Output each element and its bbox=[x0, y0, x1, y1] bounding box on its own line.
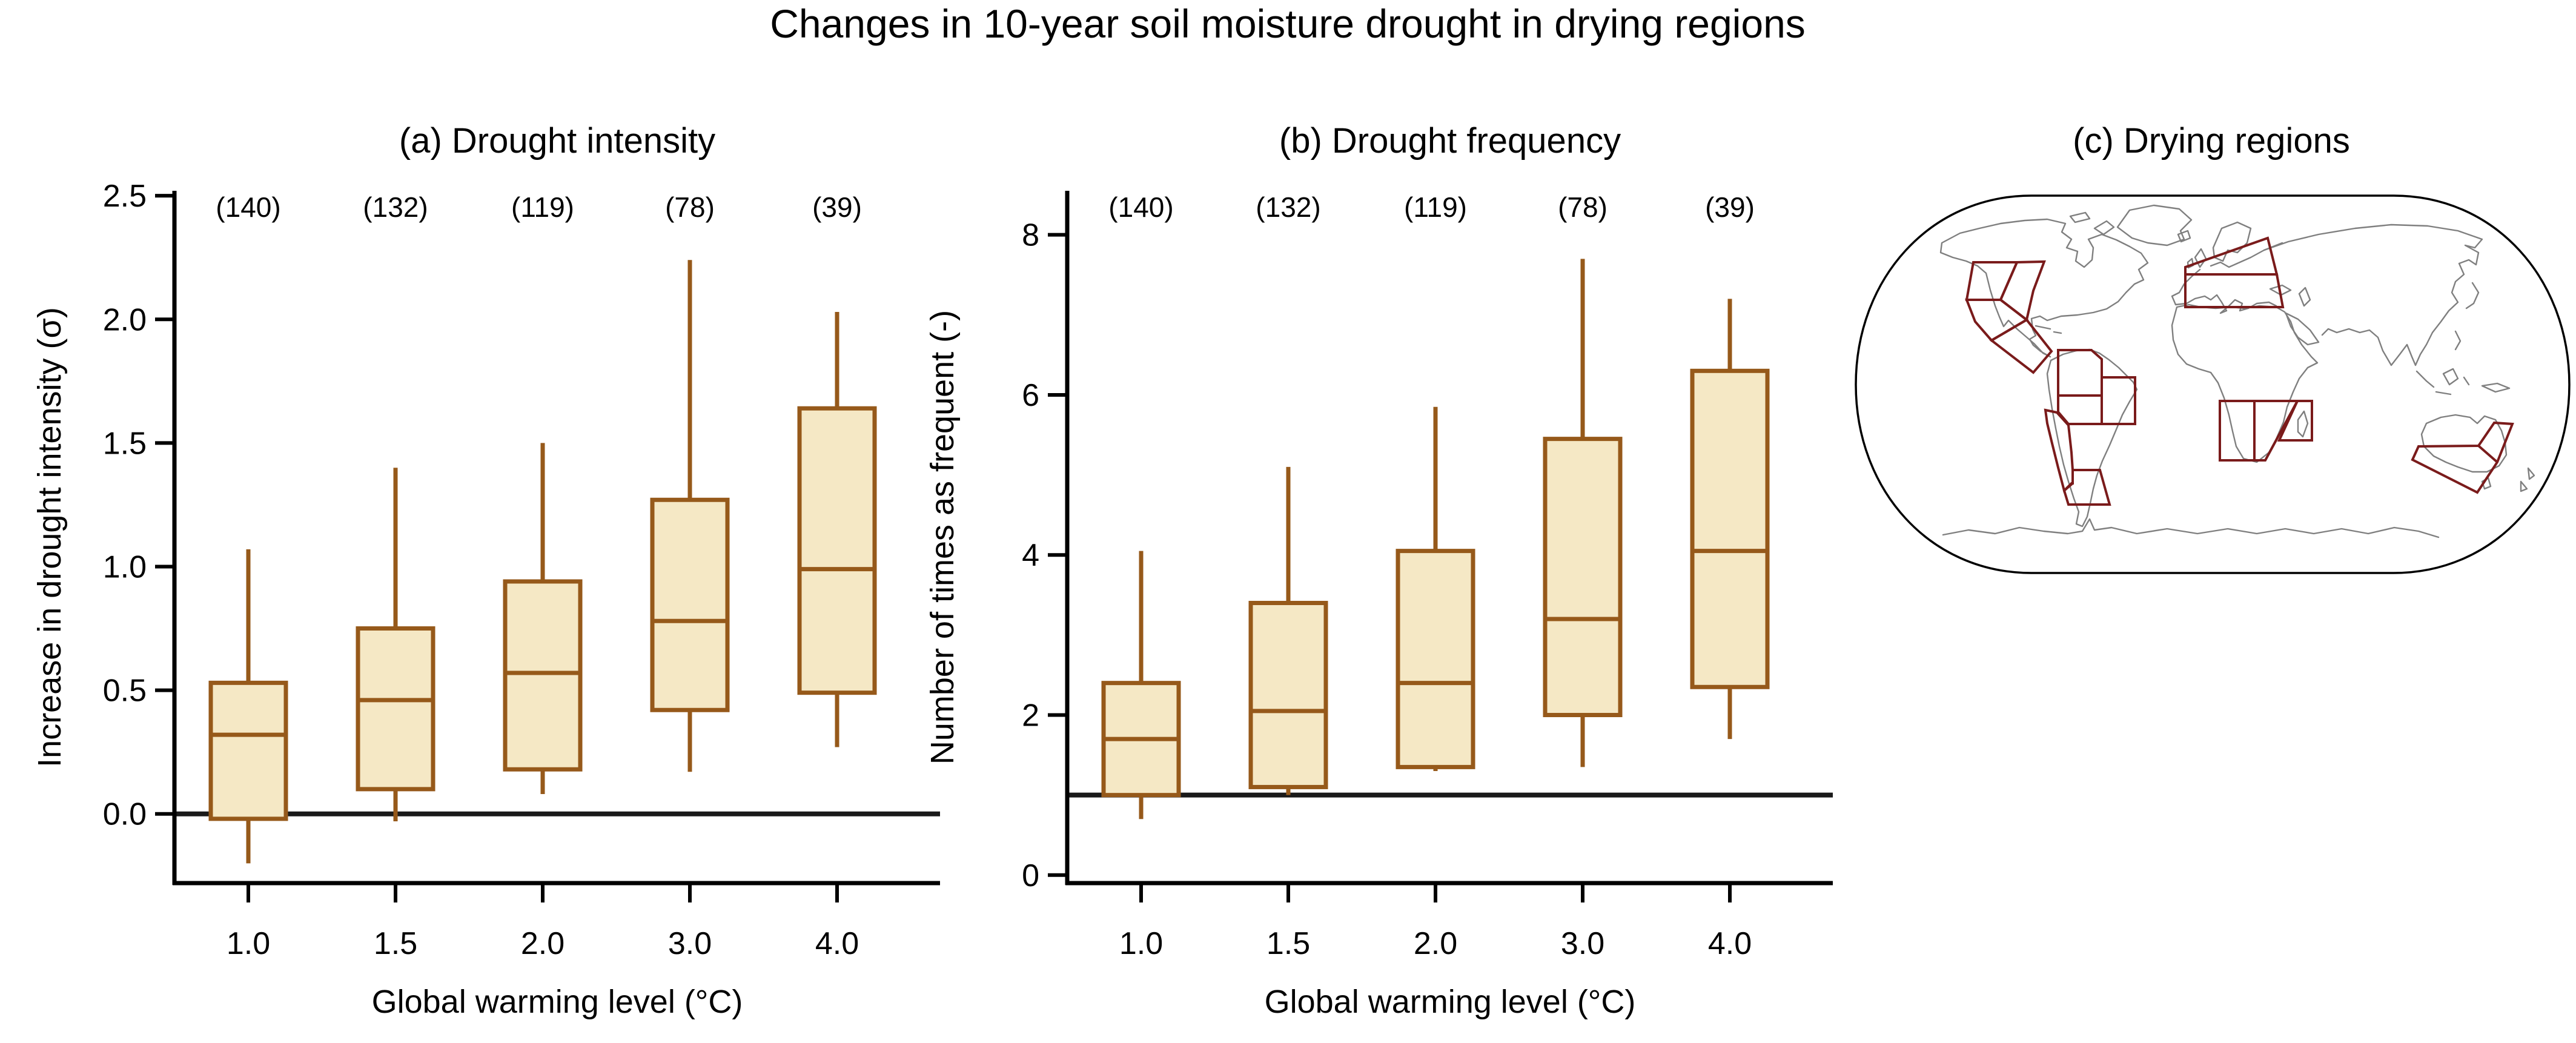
y-tick-label: 1.5 bbox=[103, 426, 147, 461]
coastline-antarctica bbox=[1942, 518, 2440, 538]
coastline-arctic-islands bbox=[2069, 211, 2115, 236]
y-tick-label: 4 bbox=[1022, 538, 1039, 573]
panel-a-y-axis-label: Increase in drought intensity (σ) bbox=[31, 307, 68, 767]
coastline-asia bbox=[2263, 224, 2483, 366]
coastline-black-caspian-seas bbox=[2269, 284, 2311, 307]
coastline-arabia bbox=[2285, 312, 2320, 346]
coastline-indonesia bbox=[2415, 368, 2511, 396]
sample-count-label: (140) bbox=[1108, 191, 1173, 223]
region-southern-australia-divider bbox=[2477, 445, 2498, 463]
x-tick-label: 1.0 bbox=[227, 926, 270, 961]
box bbox=[1543, 437, 1623, 718]
box bbox=[1396, 549, 1475, 769]
coastline-australia bbox=[2420, 414, 2508, 490]
x-tick-label: 1.0 bbox=[1119, 926, 1163, 961]
region-southeastern-south-america bbox=[2062, 469, 2111, 506]
panel-b-y-axis-label: Number of times as frequent (-) bbox=[924, 310, 961, 764]
panel-b-title: (b) Drought frequency bbox=[1279, 121, 1621, 161]
x-tick-label: 4.0 bbox=[815, 926, 859, 961]
y-tick-label: 2.0 bbox=[103, 302, 147, 337]
x-tick-label: 3.0 bbox=[668, 926, 712, 961]
world-map bbox=[1855, 194, 2571, 574]
region-southwestern-south-america bbox=[2044, 408, 2074, 493]
coastline-north-america bbox=[1939, 218, 2149, 358]
x-tick-label: 1.5 bbox=[1266, 926, 1310, 961]
coastline-new-zealand bbox=[2520, 467, 2535, 492]
sample-count-label: (78) bbox=[1558, 191, 1608, 223]
y-tick-label: 2.5 bbox=[103, 179, 147, 214]
region-madagascar bbox=[2277, 400, 2313, 442]
y-tick-label: 0.0 bbox=[103, 797, 147, 832]
box bbox=[1248, 601, 1328, 789]
sample-count-label: (132) bbox=[363, 191, 428, 223]
x-tick-label: 2.0 bbox=[1414, 926, 1457, 961]
y-tick-label: 0.5 bbox=[103, 674, 147, 709]
box bbox=[1690, 368, 1770, 689]
region-mediterranean bbox=[2184, 273, 2285, 308]
coastline-south-america bbox=[2046, 348, 2138, 528]
region-west-southern-africa bbox=[2219, 400, 2256, 462]
box bbox=[208, 680, 288, 821]
y-tick-label: 8 bbox=[1022, 218, 1039, 253]
region-southern-australia bbox=[2411, 421, 2514, 494]
region-east-southern-africa bbox=[2253, 400, 2300, 462]
panel-a-title: (a) Drought intensity bbox=[399, 121, 715, 161]
box bbox=[356, 626, 435, 792]
figure-title: Changes in 10-year soil moisture drought… bbox=[770, 1, 1806, 46]
sample-count-label: (119) bbox=[1404, 191, 1467, 223]
sample-count-label: (132) bbox=[1256, 191, 1320, 223]
sample-count-label: (78) bbox=[665, 191, 715, 223]
drying-region-outlines bbox=[1965, 236, 2514, 506]
region-northern-south-america bbox=[2057, 349, 2103, 397]
region-southern-central-america bbox=[1989, 318, 2053, 374]
region-south-american-monsoon bbox=[2057, 394, 2103, 425]
box bbox=[797, 406, 877, 695]
x-tick-label: 4.0 bbox=[1708, 926, 1752, 961]
coastline-madagascar bbox=[2297, 410, 2309, 438]
region-northern-central-america bbox=[1965, 299, 2029, 342]
sample-count-label: (119) bbox=[511, 191, 574, 223]
box bbox=[503, 579, 583, 772]
coastline-africa bbox=[2171, 303, 2319, 463]
x-tick-label: 2.0 bbox=[521, 926, 565, 961]
y-tick-label: 0 bbox=[1022, 858, 1039, 893]
panel-a-boxplot: 0.0 0.5 1.0 1.5 2.0 2.5 1.0 (140) 1.5 (132) 2.0 (11… bbox=[103, 179, 940, 961]
sample-count-label: (39) bbox=[812, 191, 862, 223]
coastline-greenland bbox=[2116, 204, 2193, 247]
y-tick-label: 1.0 bbox=[103, 549, 147, 584]
sample-count-label: (140) bbox=[216, 191, 280, 223]
coastline-japan bbox=[2454, 282, 2480, 351]
coastline-caribbean bbox=[2035, 325, 2062, 334]
map-border bbox=[1855, 194, 2571, 574]
region-northeast-south-america bbox=[2101, 376, 2136, 425]
x-tick-label: 1.5 bbox=[374, 926, 417, 961]
panel-c-title: (c) Drying regions bbox=[2073, 121, 2350, 161]
panel-b-boxplot: 0 2 4 6 8 1.0 (140) 1.5 (132) 2.0 (119) 3.0 (78) 4.0 (… bbox=[1022, 191, 1833, 961]
panel-b-x-axis-label: Global warming level (°C) bbox=[1265, 984, 1636, 1020]
box bbox=[650, 497, 730, 712]
region-central-north-america bbox=[1999, 260, 2046, 322]
x-tick-label: 3.0 bbox=[1561, 926, 1604, 961]
y-tick-label: 6 bbox=[1022, 378, 1039, 413]
region-western-central-europe bbox=[2184, 236, 2279, 276]
y-tick-label: 2 bbox=[1022, 698, 1039, 733]
panel-a-x-axis-label: Global warming level (°C) bbox=[372, 984, 743, 1020]
sample-count-label: (39) bbox=[1705, 191, 1755, 223]
